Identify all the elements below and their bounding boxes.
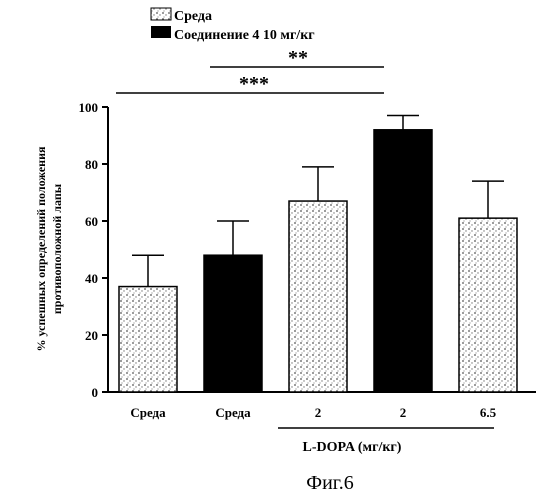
legend-swatch-stippled bbox=[151, 8, 171, 20]
significance-label-1: *** bbox=[239, 73, 269, 95]
bar-4 bbox=[459, 218, 517, 392]
legend-label-0: Среда bbox=[174, 9, 212, 24]
significance-label-0: ** bbox=[288, 47, 308, 69]
figure-caption: Фиг.6 bbox=[306, 472, 353, 494]
legend: Среда Соединение 4 10 мг/кг bbox=[151, 8, 315, 43]
x-tick-label-3: 2 bbox=[400, 405, 407, 420]
y-axis-label-line-1: % успешных определений положения bbox=[34, 146, 48, 351]
legend-swatch-solid bbox=[151, 26, 171, 38]
significance-brackets: ***** bbox=[116, 47, 384, 95]
y-tick-label-1: 20 bbox=[85, 328, 98, 343]
y-tick-label-4: 80 bbox=[85, 157, 98, 172]
bar-0 bbox=[119, 287, 177, 392]
x-group-label: L-DOPA (мг/кг) bbox=[303, 440, 402, 455]
y-tick-label-5: 100 bbox=[79, 100, 99, 115]
bar-3 bbox=[374, 130, 432, 392]
x-tick-label-1: Среда bbox=[215, 405, 251, 420]
x-tick-label-4: 6.5 bbox=[480, 405, 497, 420]
bar-1 bbox=[204, 255, 262, 392]
y-axis: 0 20 40 60 80 100 bbox=[79, 100, 109, 400]
legend-label-1: Соединение 4 10 мг/кг bbox=[174, 28, 315, 43]
x-tick-label-0: Среда bbox=[130, 405, 166, 420]
x-tick-labels: Среда Среда 2 2 6.5 bbox=[130, 405, 496, 420]
y-axis-label-line-2: противоположной лапы bbox=[50, 183, 64, 314]
y-tick-label-3: 60 bbox=[85, 214, 98, 229]
y-tick-label-0: 0 bbox=[92, 385, 99, 400]
y-tick-label-2: 40 bbox=[85, 271, 98, 286]
x-tick-label-2: 2 bbox=[315, 405, 322, 420]
bars bbox=[119, 116, 517, 392]
bar-2 bbox=[289, 201, 347, 392]
